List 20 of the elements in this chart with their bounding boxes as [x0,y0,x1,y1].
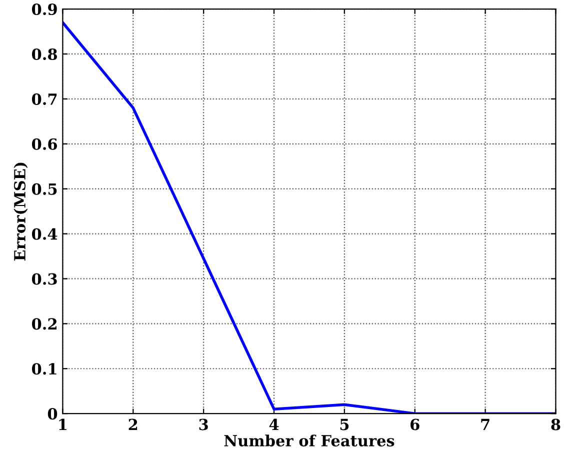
x-tick-label: 5 [340,418,349,430]
y-tick-label: 0.1 [32,363,56,375]
y-tick-label: 0 [48,408,58,420]
y-tick-label: 0.2 [32,318,56,330]
x-tick-label: 3 [199,418,208,430]
y-tick-label: 0.3 [32,273,57,285]
y-axis-title: Error(MSE) [14,162,28,261]
y-tick-label: 0.7 [32,93,57,105]
x-tick-label: 1 [59,418,66,430]
x-tick-label: 6 [410,418,420,430]
x-tick-label: 4 [269,418,279,430]
x-tick-label: 2 [128,418,138,430]
y-tick-label: 0.9 [32,4,57,16]
x-axis-title: Number of Features [224,434,394,446]
y-tick-label: 0.6 [32,138,58,150]
y-tick-label: 0.8 [32,48,58,60]
x-tick-label: 7 [481,418,490,430]
y-tick-label: 0.5 [32,183,57,195]
x-tick-label: 8 [551,418,560,430]
y-tick-label: 0.4 [32,228,58,240]
